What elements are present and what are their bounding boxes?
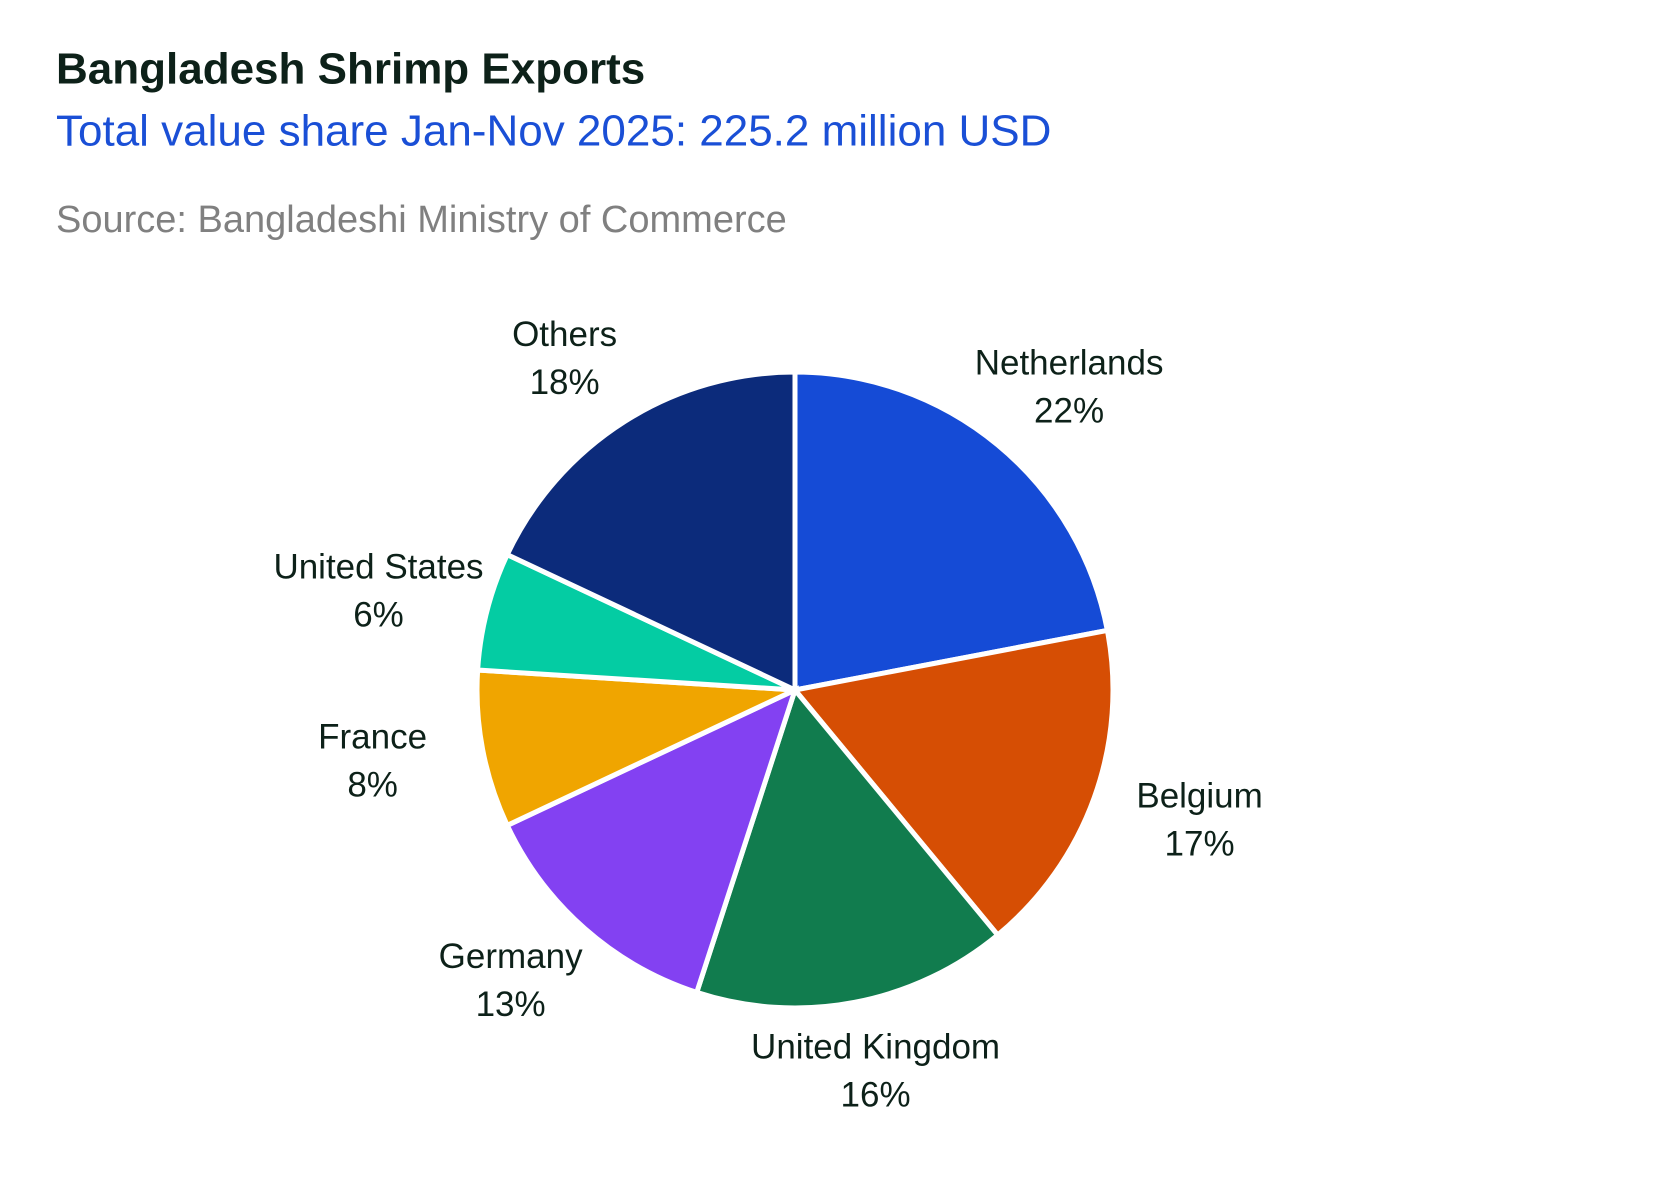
pie-slice: [790, 627, 1116, 939]
chart-title: Bangladesh Shrimp Exports: [56, 45, 645, 94]
slice-label: United States: [273, 547, 483, 586]
slice-label: Belgium: [1136, 776, 1262, 815]
slice-label: Others: [512, 315, 617, 354]
pie-slice: [792, 369, 1111, 694]
slice-value-label: 6%: [353, 595, 404, 634]
slice-label: United Kingdom: [751, 1027, 1000, 1066]
slice-label: France: [318, 717, 427, 756]
slice-value-label: 18%: [530, 363, 600, 402]
slice-label: Germany: [439, 937, 583, 976]
pie-slice: [474, 667, 797, 829]
slice-label: Netherlands: [975, 344, 1164, 383]
slice-value-label: 16%: [841, 1075, 911, 1114]
slice-value-label: 8%: [347, 765, 398, 804]
pie-slice: [503, 685, 800, 996]
pie-slice: [693, 684, 1002, 1011]
slice-value-label: 22%: [1034, 392, 1104, 431]
pie-slice: [503, 369, 798, 694]
chart-source: Source: Bangladeshi Ministry of Commerce: [56, 199, 787, 241]
chart-subtitle: Total value share Jan-Nov 2025: 225.2 mi…: [56, 107, 1051, 156]
slice-value-label: 17%: [1165, 824, 1235, 863]
slice-value-label: 13%: [476, 985, 546, 1024]
